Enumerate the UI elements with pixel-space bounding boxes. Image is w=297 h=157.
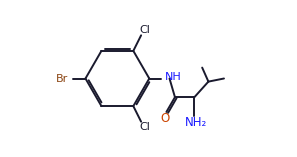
Text: Br: Br — [56, 73, 68, 84]
Text: Cl: Cl — [139, 122, 150, 132]
Text: O: O — [160, 112, 170, 125]
Text: NH₂: NH₂ — [185, 116, 207, 129]
Text: Cl: Cl — [139, 25, 150, 35]
Text: NH: NH — [165, 72, 181, 82]
